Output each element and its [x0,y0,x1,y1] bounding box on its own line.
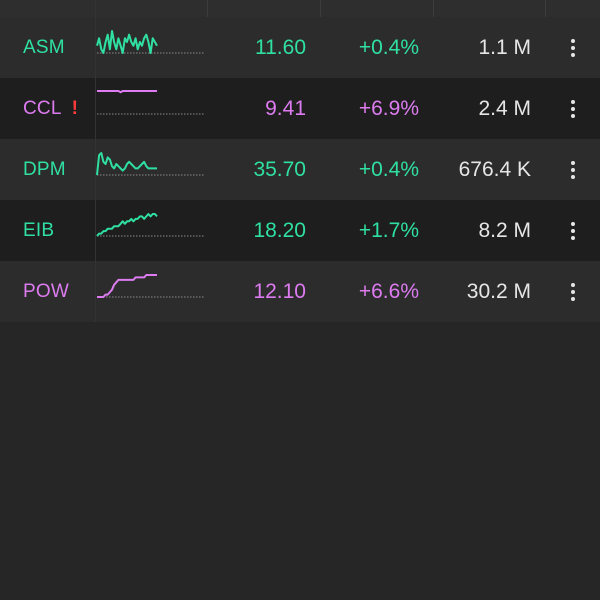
change-cell: +1.7% [320,200,433,261]
sparkline-cell [95,17,207,78]
sparkline-series [96,152,157,176]
price-value: 18.20 [253,218,306,242]
sparkline-chart [96,152,205,176]
table-row[interactable]: EIB 18.20 +1.7% 8.2 M [0,200,600,261]
price-cell: 18.20 [207,200,320,261]
volume-cell: 30.2 M [433,261,545,322]
symbol-cell[interactable]: ASM [0,17,95,78]
change-percent: +1.7% [358,218,419,242]
volume-value: 1.1 M [478,35,531,59]
table-header [0,0,600,17]
symbol-label: DPM [23,158,66,180]
sparkline-chart [96,30,205,54]
volume-value: 676.4 K [458,157,531,181]
symbol-label: EIB [23,219,55,241]
row-menu-button[interactable] [545,261,600,322]
sparkline-chart [96,213,205,237]
change-cell: +6.6% [320,261,433,322]
volume-cell: 8.2 M [433,200,545,261]
change-percent: +0.4% [358,157,419,181]
sparkline-series [96,213,158,237]
change-cell: +6.9% [320,78,433,139]
symbol-label: POW [23,280,69,302]
price-value: 12.10 [253,279,306,303]
column-divider [95,0,96,322]
volume-cell: 2.4 M [433,78,545,139]
change-percent: +6.9% [358,96,419,120]
volume-value: 2.4 M [478,96,531,120]
symbol-label: ASM [23,36,65,58]
more-vertical-icon[interactable] [570,38,575,57]
row-menu-button[interactable] [545,78,600,139]
more-vertical-icon[interactable] [570,99,575,118]
more-vertical-icon[interactable] [570,160,575,179]
price-cell: 35.70 [207,139,320,200]
symbol-cell[interactable]: EIB [0,200,95,261]
change-cell: +0.4% [320,139,433,200]
price-value: 11.60 [255,35,306,59]
symbol-cell[interactable]: CCL! [0,78,95,139]
more-vertical-icon[interactable] [570,221,575,240]
price-value: 9.41 [265,96,306,120]
volume-value: 30.2 M [466,279,531,303]
price-cell: 12.10 [207,261,320,322]
price-value: 35.70 [253,157,306,181]
sparkline-chart [97,90,205,115]
sparkline-cell [95,139,207,200]
sparkline-cell [95,261,207,322]
row-menu-button[interactable] [545,200,600,261]
row-menu-button[interactable] [545,139,600,200]
sparkline-chart [97,274,205,298]
sparkline-series [97,90,157,94]
volume-value: 8.2 M [478,218,531,242]
exclamation-icon: ! [71,97,78,119]
volume-cell: 1.1 M [433,17,545,78]
sparkline-cell [95,78,207,139]
table-row[interactable]: POW 12.10 +6.6% 30.2 M [0,261,600,322]
sparkline-cell [95,200,207,261]
table-row[interactable]: CCL! 9.41 +6.9% 2.4 M [0,78,600,139]
change-percent: +0.4% [358,35,419,59]
table-row[interactable]: DPM 35.70 +0.4% 676.4 K [0,139,600,200]
symbol-cell[interactable]: DPM [0,139,95,200]
symbol-label: CCL [23,97,62,119]
symbol-cell[interactable]: POW [0,261,95,322]
volume-cell: 676.4 K [433,139,545,200]
price-cell: 11.60 [207,17,320,78]
change-cell: +0.4% [320,17,433,78]
table-row[interactable]: ASM 11.60 +0.4% 1.1 M [0,17,600,78]
sparkline-series [96,30,158,54]
change-percent: +6.6% [358,279,419,303]
sparkline-series [97,274,157,298]
more-vertical-icon[interactable] [570,282,575,301]
price-cell: 9.41 [207,78,320,139]
row-menu-button[interactable] [545,17,600,78]
